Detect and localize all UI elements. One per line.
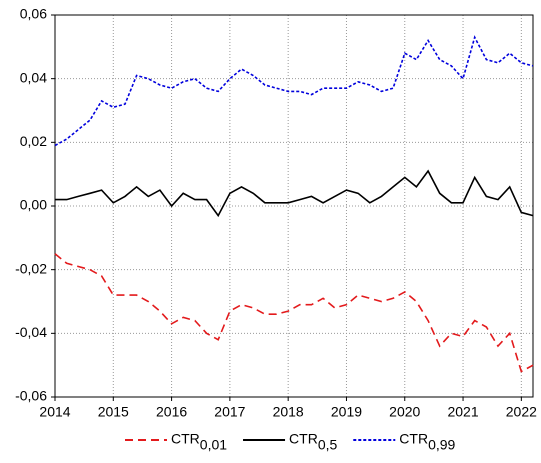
x-tick-label: 2015 — [98, 404, 129, 420]
x-tick-label: 2022 — [506, 404, 537, 420]
x-tick-label: 2016 — [156, 404, 187, 420]
x-tick-label: 2020 — [389, 404, 420, 420]
legend-label: CTR — [289, 431, 318, 447]
y-tick-label: 0,06 — [20, 6, 47, 22]
series-line — [55, 169, 534, 218]
legend-subscript: 0,01 — [200, 437, 227, 453]
x-tick-label: 2019 — [331, 404, 362, 420]
y-tick-label: -0,06 — [15, 388, 47, 404]
y-tick-label: 0,04 — [20, 69, 47, 85]
legend-label: CTR — [171, 431, 200, 447]
x-tick-label: 2021 — [447, 404, 478, 420]
series-line — [54, 35, 534, 147]
legend-label: CTR — [399, 431, 428, 447]
y-tick-label: 0,00 — [20, 197, 47, 213]
y-tick-label: -0,04 — [15, 324, 47, 340]
y-tick-label: 0,02 — [20, 133, 47, 149]
x-tick-label: 2017 — [214, 404, 245, 420]
plot-frame — [54, 14, 534, 398]
y-tick-label: -0,02 — [15, 260, 47, 276]
legend-subscript: 0,99 — [428, 437, 455, 453]
series-line — [54, 253, 534, 373]
x-tick-label: 2014 — [39, 404, 70, 420]
x-tick-label: 2018 — [273, 404, 304, 420]
legend-subscript: 0,5 — [318, 437, 338, 453]
